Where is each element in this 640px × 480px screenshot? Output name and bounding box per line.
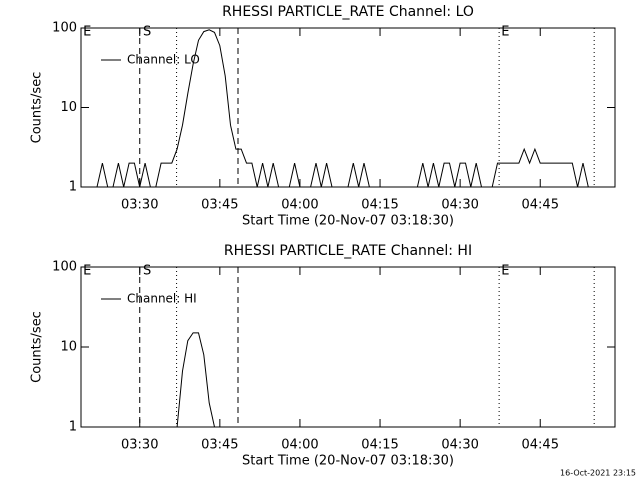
y-axis-label: Counts/sec [30, 72, 45, 144]
flag-label: S [143, 264, 151, 279]
x-tick-label: 04:00 [281, 198, 318, 213]
flag-label: E [83, 264, 91, 279]
flag-label: S [143, 25, 151, 40]
x-tick-label: 03:30 [121, 198, 158, 213]
chart-title: RHESSI PARTICLE_RATE Channel: HI [224, 243, 472, 259]
chart-title: RHESSI PARTICLE_RATE Channel: LO [222, 4, 474, 20]
x-axis-label: Start Time (20-Nov-07 03:18:30) [242, 454, 454, 469]
y-tick-label: 1 [69, 180, 77, 195]
footer: 16-Oct-2021 23:15 [560, 469, 636, 478]
y-axis-label: Counts/sec [30, 311, 45, 383]
y-tick-label: 10 [60, 340, 77, 355]
flag-label: E [83, 25, 91, 40]
y-tick-label: 1 [69, 420, 77, 435]
y-tick-label: 100 [52, 260, 77, 275]
x-tick-label: 04:45 [522, 198, 559, 213]
x-axis-label: Start Time (20-Nov-07 03:18:30) [242, 214, 454, 229]
x-tick-label: 04:45 [522, 438, 559, 453]
x-tick-label: 04:30 [441, 198, 478, 213]
data-line [176, 332, 215, 428]
x-tick-label: 04:15 [361, 438, 398, 453]
flag-label: E [501, 264, 509, 279]
x-tick-label: 03:30 [121, 438, 158, 453]
x-tick-label: 03:45 [201, 198, 238, 213]
x-tick-label: 03:45 [201, 438, 238, 453]
x-tick-label: 04:00 [281, 438, 318, 453]
plot-frame [80, 266, 616, 428]
data-line [81, 29, 605, 188]
x-tick-label: 04:30 [441, 438, 478, 453]
x-tick-label: 04:15 [361, 198, 398, 213]
legend-label: Channel: LO [127, 53, 200, 67]
flag-label: E [501, 25, 509, 40]
y-tick-label: 100 [52, 21, 77, 36]
legend-label: Channel: HI [127, 292, 197, 306]
y-tick-label: 10 [60, 100, 77, 115]
